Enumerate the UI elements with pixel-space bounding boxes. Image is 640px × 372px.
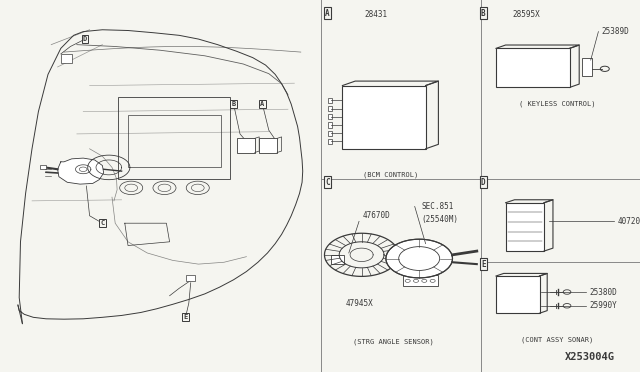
Bar xyxy=(496,48,570,87)
Text: 47670D: 47670D xyxy=(362,211,390,220)
Text: (CONT ASSY SONAR): (CONT ASSY SONAR) xyxy=(521,336,593,343)
Bar xyxy=(118,97,230,179)
Text: A: A xyxy=(325,9,330,17)
Bar xyxy=(328,114,332,119)
Bar xyxy=(237,138,255,153)
Text: 47945X: 47945X xyxy=(346,299,373,308)
Bar xyxy=(328,106,332,111)
Bar xyxy=(342,86,426,149)
Text: E: E xyxy=(184,314,188,320)
Bar xyxy=(186,275,195,281)
Text: 25990Y: 25990Y xyxy=(590,301,618,310)
Text: X253004G: X253004G xyxy=(564,352,614,362)
Text: C: C xyxy=(100,220,104,226)
Text: 25389D: 25389D xyxy=(602,27,629,36)
Bar xyxy=(328,131,332,136)
Bar xyxy=(328,139,332,144)
Text: 28431: 28431 xyxy=(365,10,388,19)
Text: C: C xyxy=(325,178,330,187)
Circle shape xyxy=(386,239,452,278)
Bar xyxy=(496,276,540,313)
Text: B: B xyxy=(232,101,236,107)
Text: A: A xyxy=(260,101,264,107)
Bar xyxy=(502,73,518,82)
Text: D: D xyxy=(481,178,486,187)
Text: (25540M): (25540M) xyxy=(421,215,458,224)
Bar xyxy=(40,165,46,169)
Text: D: D xyxy=(83,36,87,42)
Text: 25380D: 25380D xyxy=(590,288,618,296)
Polygon shape xyxy=(58,158,104,184)
Text: B: B xyxy=(481,9,486,17)
Bar xyxy=(582,58,592,76)
Text: 28595X: 28595X xyxy=(512,10,540,19)
Bar xyxy=(328,98,332,103)
Text: SEC.851: SEC.851 xyxy=(421,202,454,211)
Bar xyxy=(61,54,72,63)
Text: 40720M: 40720M xyxy=(618,217,640,226)
Bar xyxy=(259,138,277,153)
Bar xyxy=(128,115,221,167)
Text: (STRG ANGLE SENSOR): (STRG ANGLE SENSOR) xyxy=(353,339,434,346)
Bar xyxy=(331,255,344,264)
Text: (BCM CONTROL): (BCM CONTROL) xyxy=(363,171,418,178)
Text: E: E xyxy=(481,260,486,269)
Bar xyxy=(328,122,332,128)
Text: ( KEYLESS CONTROL): ( KEYLESS CONTROL) xyxy=(518,101,595,108)
Bar xyxy=(506,203,544,251)
Bar xyxy=(403,275,438,286)
